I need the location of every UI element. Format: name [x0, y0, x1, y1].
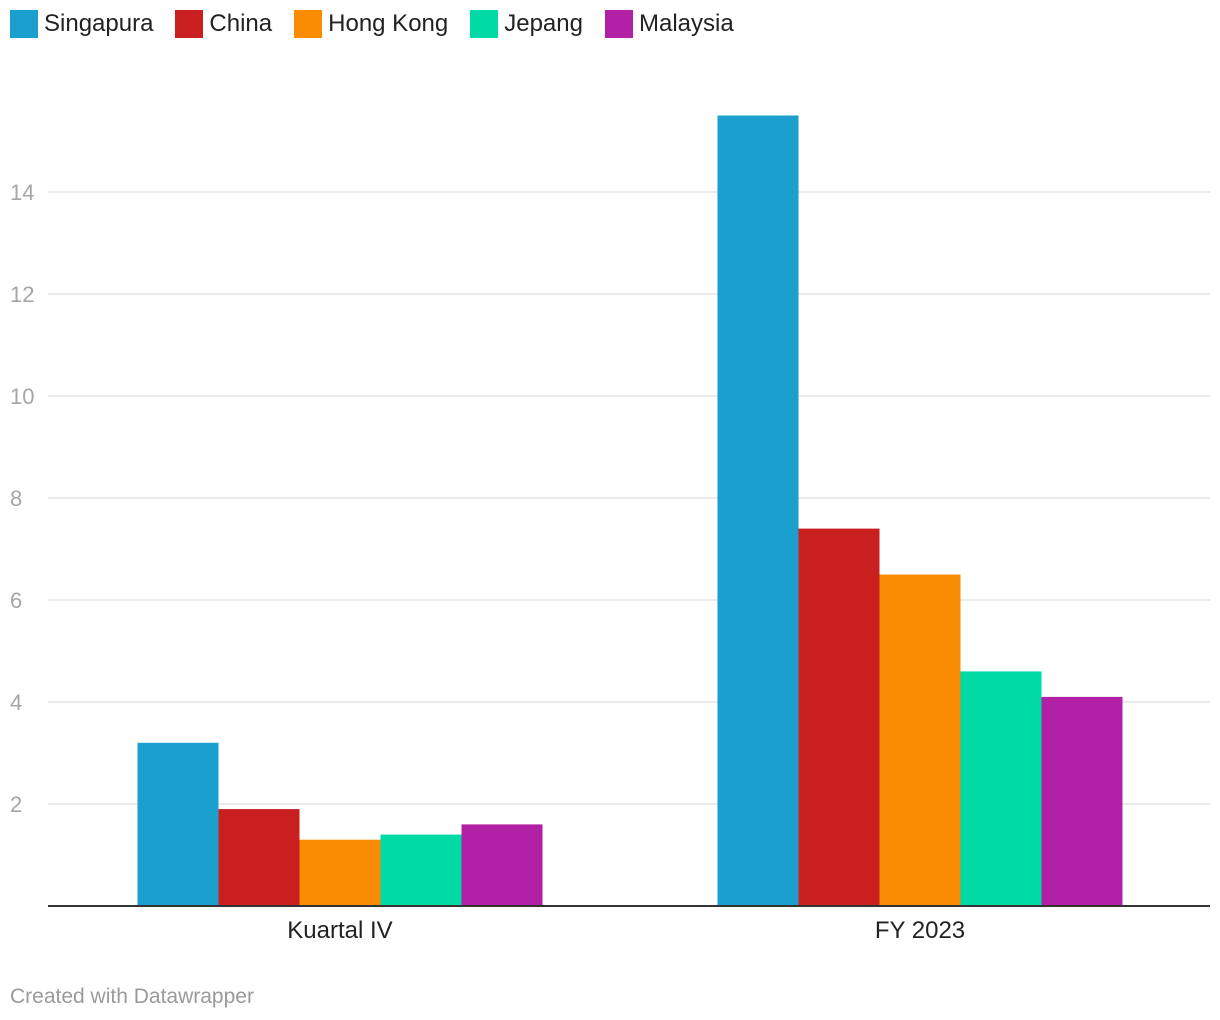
legend-swatch-singapura — [10, 10, 38, 38]
x-category-label-kuartal-iv: Kuartal IV — [287, 917, 392, 944]
footer-credit: Created with Datawrapper — [10, 985, 254, 1008]
legend-item-singapura: Singapura — [10, 10, 153, 38]
bar-chart: 2 4 6 8 10 12 14 Kuartal IV FY 2023 — [10, 115, 1210, 944]
bar-kuartal-iv-singapura — [137, 742, 219, 906]
legend-label-china: China — [209, 10, 273, 37]
legend-label-jepang: Jepang — [504, 10, 583, 37]
legend-item-hong-kong: Hong Kong — [294, 10, 448, 38]
bar-kuartal-iv-jepang — [380, 834, 462, 906]
y-tick-label-8: 8 — [10, 486, 22, 511]
legend-label-singapura: Singapura — [44, 10, 154, 37]
bar-kuartal-iv-malaysia — [461, 824, 543, 906]
legend-swatch-hong-kong — [294, 10, 323, 38]
legend-label-hong-kong: Hong Kong — [328, 10, 449, 37]
y-tick-label-4: 4 — [10, 690, 22, 715]
bars — [137, 115, 1123, 906]
legend-item-jepang: Jepang — [470, 10, 583, 38]
y-tick-label-6: 6 — [10, 588, 22, 613]
y-tick-label-10: 10 — [10, 384, 34, 409]
bar-kuartal-iv-hong-kong — [299, 839, 381, 906]
legend-swatch-china — [175, 10, 204, 38]
legend-label-malaysia: Malaysia — [638, 10, 734, 37]
y-axis-ticks: 2 4 6 8 10 12 14 — [10, 180, 34, 817]
legend-item-china: China — [175, 10, 272, 38]
y-tick-label-2: 2 — [10, 792, 22, 817]
x-category-label-fy-2023: FY 2023 — [875, 917, 965, 944]
y-tick-label-12: 12 — [10, 282, 34, 307]
x-axis-labels: Kuartal IV FY 2023 — [287, 917, 965, 944]
bar-fy-2023-hong-kong — [879, 574, 961, 906]
legend-swatch-jepang — [470, 10, 499, 38]
bar-fy-2023-jepang — [960, 671, 1042, 906]
bar-kuartal-iv-china — [218, 809, 300, 906]
gridlines — [48, 191, 1210, 805]
bar-fy-2023-singapura — [717, 115, 799, 906]
legend-item-malaysia: Malaysia — [604, 10, 734, 38]
legend-swatch-malaysia — [604, 10, 633, 38]
bar-fy-2023-malaysia — [1041, 696, 1123, 906]
chart-legend: Singapura China Hong Kong Jepang Malaysi… — [10, 10, 734, 38]
y-tick-label-14: 14 — [10, 180, 34, 205]
bar-fy-2023-china — [798, 528, 880, 906]
